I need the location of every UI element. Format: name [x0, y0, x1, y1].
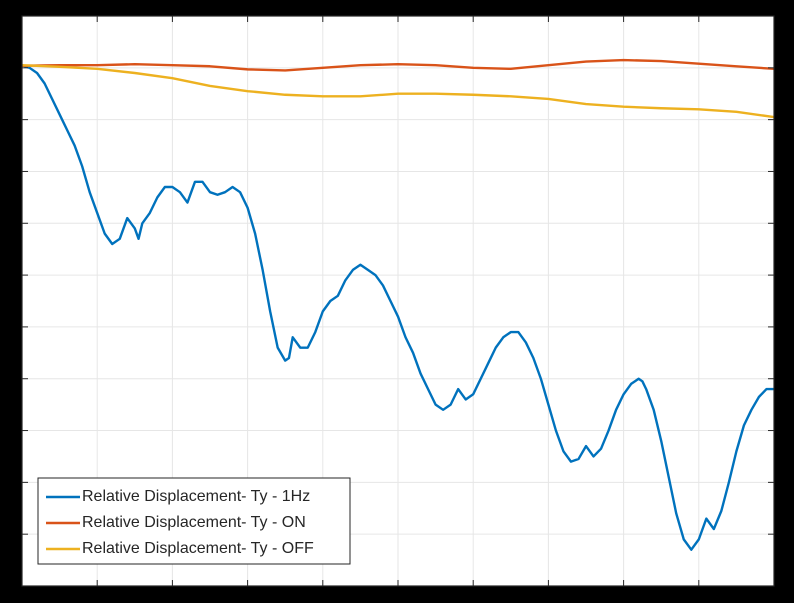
- legend-label-1: Relative Displacement- Ty - ON: [82, 514, 306, 531]
- chart-container: Relative Displacement- Ty - 1Hz Relative …: [0, 0, 794, 603]
- line-chart: Relative Displacement- Ty - 1Hz Relative …: [0, 0, 794, 603]
- legend-label-2: Relative Displacement- Ty - OFF: [82, 540, 314, 557]
- legend-label-0: Relative Displacement- Ty - 1Hz: [82, 488, 310, 505]
